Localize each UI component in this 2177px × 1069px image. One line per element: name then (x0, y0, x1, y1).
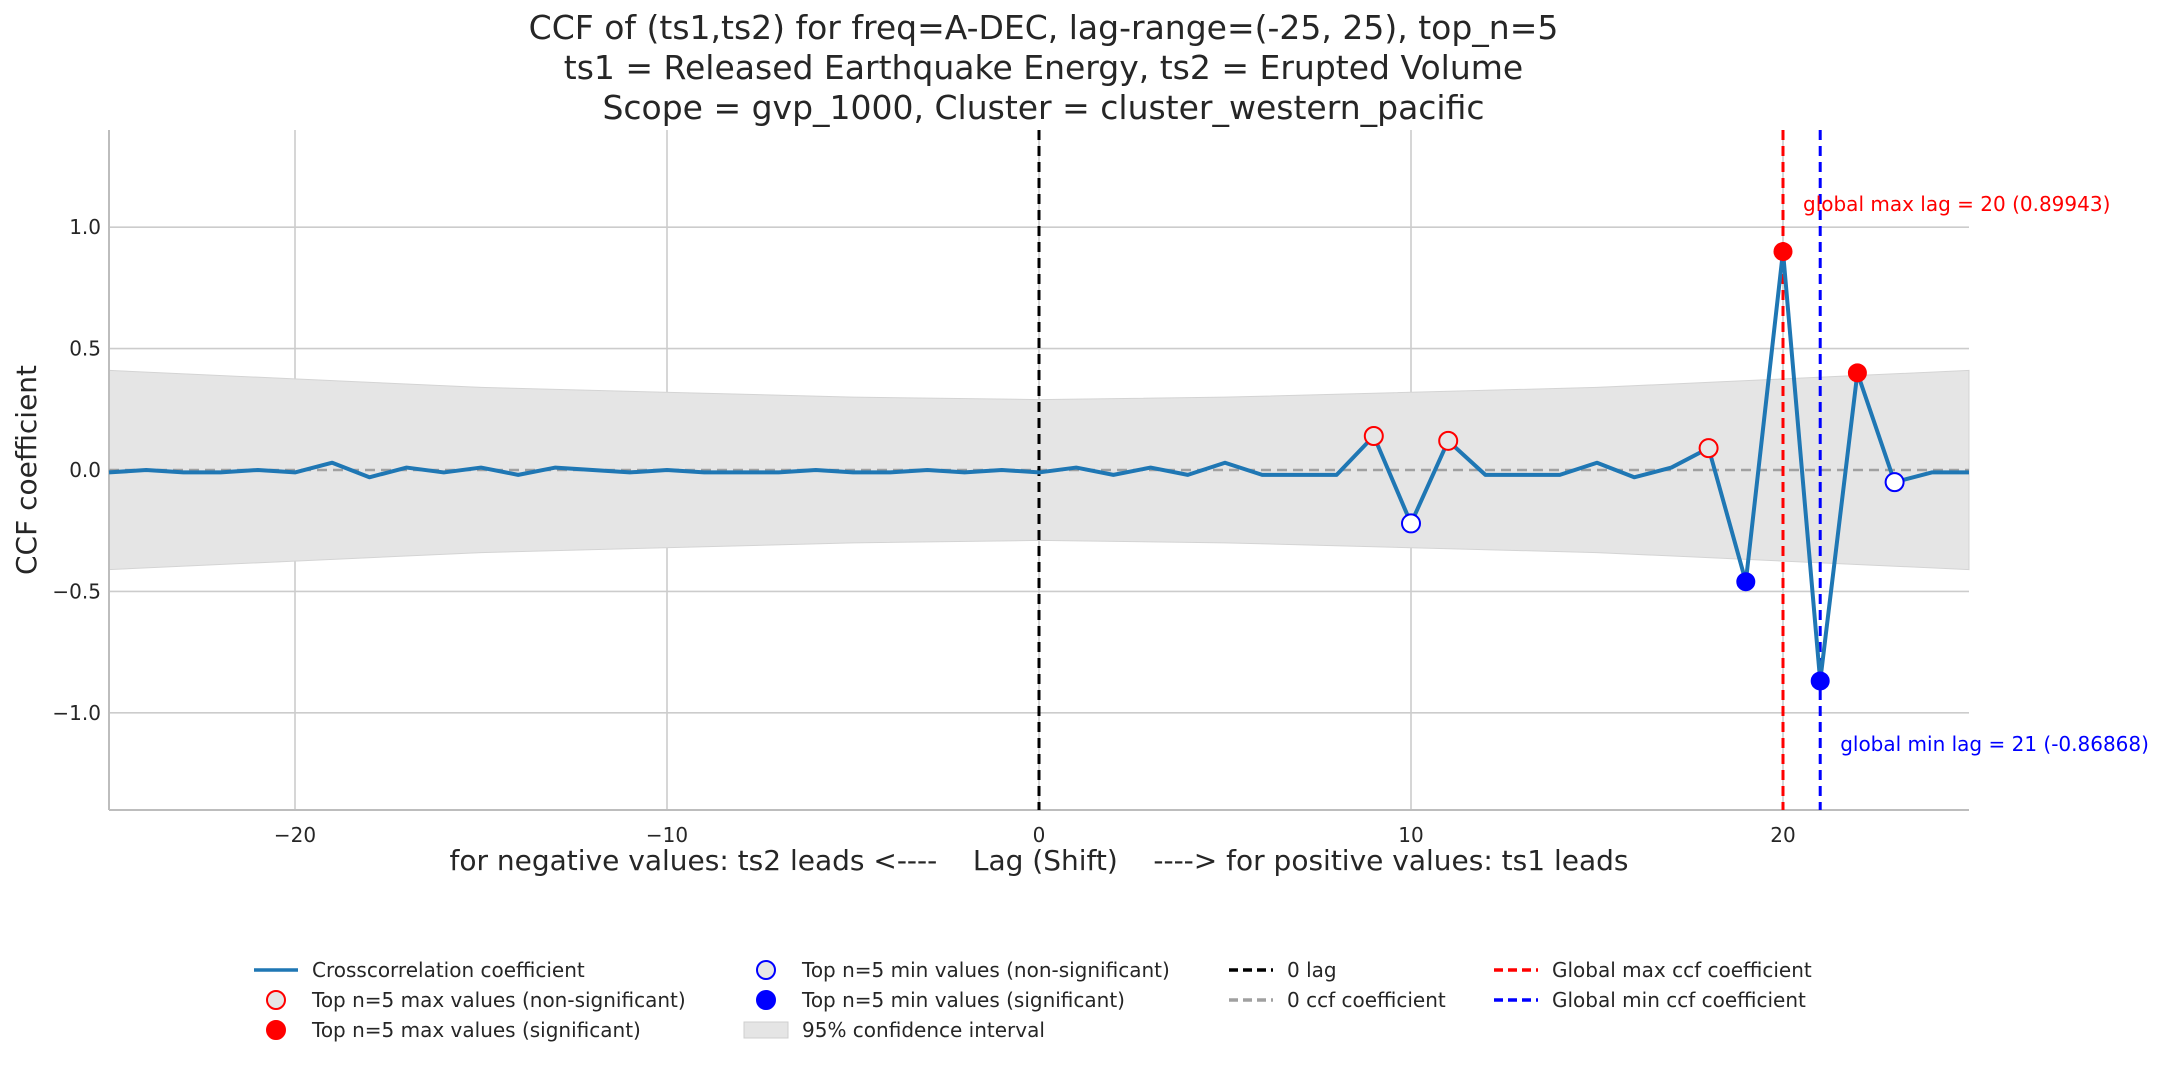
legend-item: Global max ccf coefficient (1490, 955, 1812, 985)
legend-item: Global min ccf coefficient (1490, 985, 1806, 1015)
y-tick-label: 1.0 (69, 215, 101, 239)
legend-symbol (1494, 968, 1538, 972)
legend-symbol (266, 1020, 286, 1040)
legend-label: Top n=5 max values (non-significant) (312, 988, 686, 1012)
title-line-1: CCF of (ts1,ts2) for freq=A-DEC, lag-ran… (528, 8, 1559, 47)
legend-item: 0 ccf coefficient (1225, 985, 1446, 1015)
legend-swatch (756, 990, 776, 1010)
top-min-nonsig-marker (1401, 513, 1421, 534)
legend-label: 0 lag (1287, 958, 1337, 982)
y-tick-label: −1.0 (52, 701, 101, 725)
legend-item: 0 lag (1225, 955, 1337, 985)
legend-swatch (756, 960, 776, 980)
top-max-sig-marker (1847, 363, 1867, 383)
legend-symbol (1229, 968, 1273, 972)
chart-legend: Crosscorrelation coefficient Top n=5 max … (0, 955, 2177, 1065)
legend-item: Top n=5 min values (significant) (740, 985, 1125, 1015)
legend-swatch (266, 1020, 286, 1040)
legend-swatch (266, 990, 286, 1010)
legend-symbol (743, 1021, 789, 1039)
y-tick-label: 0.0 (69, 458, 101, 482)
x-tick-label: −20 (274, 823, 316, 847)
legend-item: Top n=5 min values (non-significant) (740, 955, 1170, 985)
legend-symbol (1229, 998, 1273, 1002)
y-tick-label: 0.5 (69, 337, 101, 361)
global-max-annotation: global max lag = 20 (0.89943) (1803, 192, 2110, 216)
legend-label: Global min ccf coefficient (1552, 988, 1806, 1012)
legend-item: 95% confidence interval (740, 1015, 1045, 1045)
legend-label: 0 ccf coefficient (1287, 988, 1446, 1012)
chart-title: CCF of (ts1,ts2) for freq=A-DEC, lag-ran… (0, 8, 2087, 128)
x-tick-label: 10 (1398, 823, 1423, 847)
legend-label: Top n=5 min values (non-significant) (802, 958, 1170, 982)
top-min-nonsig-marker (1884, 472, 1905, 493)
top-min-sig-marker (1810, 671, 1830, 691)
legend-label: 95% confidence interval (802, 1018, 1045, 1042)
top-max-nonsig-marker (1438, 430, 1459, 451)
legend-item: Crosscorrelation coefficient (250, 955, 585, 985)
legend-symbol (756, 990, 776, 1010)
top-max-nonsig-marker (1363, 426, 1384, 446)
legend-swatch (743, 1021, 789, 1039)
legend-symbol (756, 960, 776, 980)
y-tick-label: −0.5 (52, 579, 101, 603)
top-min-sig-marker (1736, 572, 1756, 592)
legend-label: Global max ccf coefficient (1552, 958, 1812, 982)
top-max-sig-marker (1773, 242, 1793, 262)
ccf-chart: −20 −10 0 10 20 1.0 0.5 0.0 −0.5 −1.0 for negative… (10, 130, 2149, 877)
x-tick-label: 20 (1770, 823, 1795, 847)
legend-symbol (1494, 998, 1538, 1002)
legend-item: Top n=5 max values (non-significant) (250, 985, 686, 1015)
y-axis-label: CCF coefficient (10, 365, 43, 575)
x-tick-label: −10 (646, 823, 688, 847)
global-min-annotation: global min lag = 21 (-0.86868) (1840, 732, 2149, 756)
title-line-3: Scope = gvp_1000, Cluster = cluster_west… (602, 88, 1485, 127)
legend-item: Top n=5 max values (significant) (250, 1015, 641, 1045)
legend-symbol (266, 990, 286, 1010)
legend-symbol (254, 968, 298, 972)
ccf-series-line (108, 249, 1969, 683)
top-max-nonsig-marker (1698, 438, 1719, 459)
title-line-2: ts1 = Released Earthquake Energy, ts2 = … (563, 48, 1524, 87)
legend-label: Top n=5 max values (significant) (312, 1018, 641, 1042)
legend-label: Crosscorrelation coefficient (312, 958, 585, 982)
x-tick-label: 0 (1033, 823, 1046, 847)
legend-label: Top n=5 min values (significant) (802, 988, 1125, 1012)
x-axis-label: for negative values: ts2 leads <---- Lag… (450, 844, 1629, 877)
